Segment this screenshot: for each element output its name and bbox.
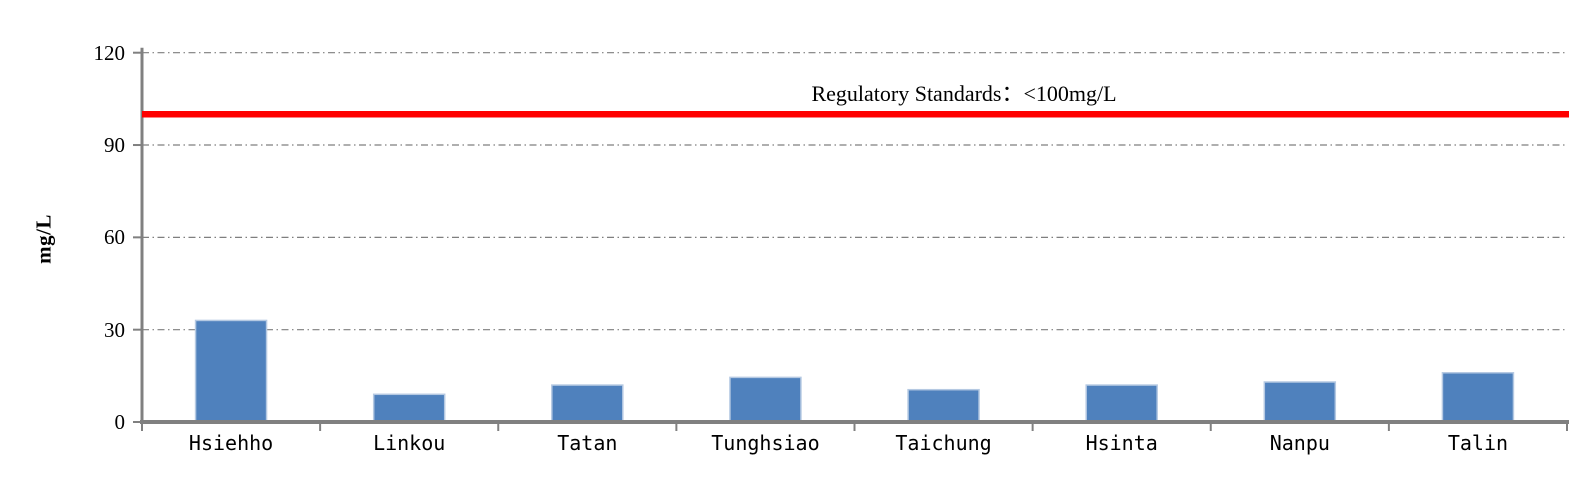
x-category-label-taichung: Taichung (895, 431, 992, 455)
x-category-label-tunghsiao: Tunghsiao (711, 431, 820, 455)
bar-tatan (551, 384, 624, 423)
x-category-label-talin: Talin (1447, 431, 1509, 455)
x-category-label-hsinta: Hsinta (1085, 431, 1158, 455)
bar-hsinta (1085, 384, 1158, 423)
y-tick-label-90: 90 (104, 133, 125, 158)
x-category-label-linkou: Linkou (373, 431, 446, 455)
bar-hsiehho (194, 319, 268, 423)
bar-nanpu (1263, 381, 1337, 423)
bar-tunghsiao (729, 376, 802, 423)
x-category-label-hsiehho: Hsiehho (188, 431, 274, 455)
x-category-label-nanpu: Nanpu (1269, 431, 1330, 455)
x-category-label-tatan: Tatan (557, 431, 618, 455)
y-tick-label-30: 30 (104, 317, 125, 342)
bar-linkou (372, 393, 446, 423)
reference-line-label: Regulatory Standards：<100mg/L (811, 81, 1117, 106)
bar-taichung (907, 388, 980, 423)
y-tick-label-120: 120 (93, 40, 126, 65)
y-tick-label-60: 60 (104, 225, 125, 250)
bar-talin (1441, 372, 1515, 423)
y-tick-label-0: 0 (114, 410, 126, 434)
